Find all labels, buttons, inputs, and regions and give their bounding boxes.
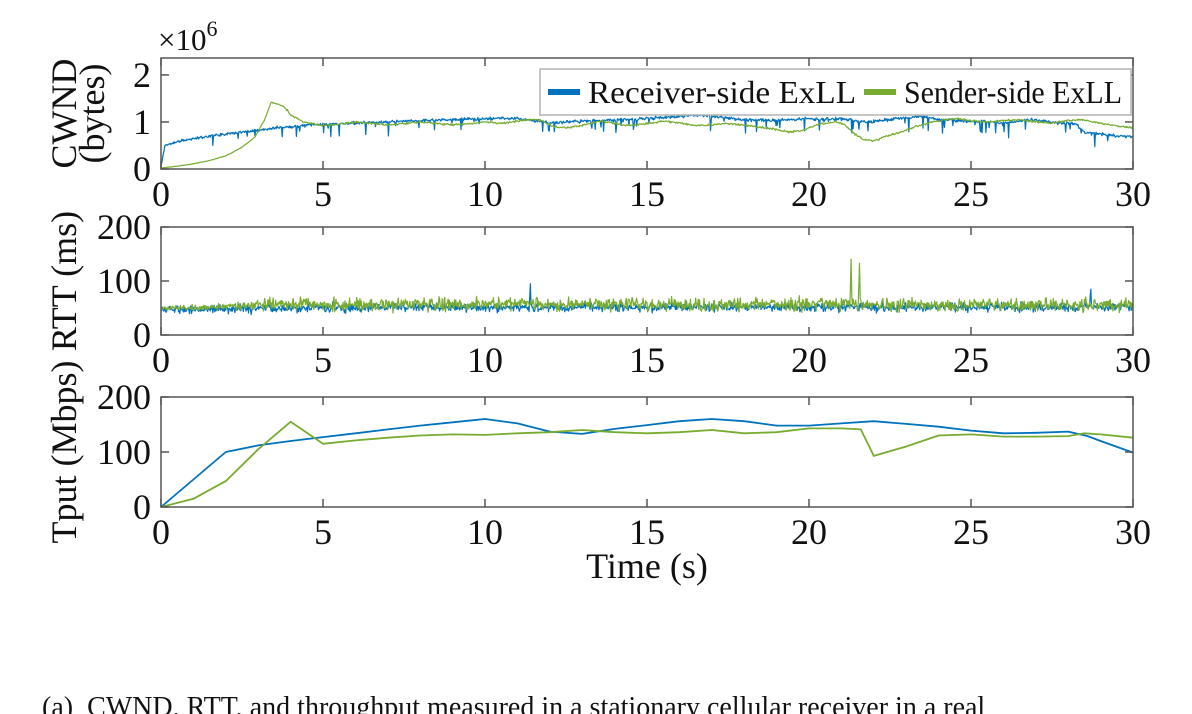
- tput-y-tick-label: 200: [97, 377, 151, 417]
- cwnd-x-tick-label: 30: [1115, 174, 1151, 214]
- figure-caption: (a) CWND, RTT, and throughput measured i…: [42, 608, 1192, 714]
- legend-box: [539, 68, 1132, 116]
- legend-label-sender-side-exll: Sender-side ExLL: [904, 74, 1122, 110]
- tput-y-tick-label: 100: [97, 432, 151, 472]
- rtt-x-tick-label: 15: [629, 340, 665, 380]
- rtt-x-tick-label: 20: [791, 340, 827, 380]
- cwnd-x-tick-label: 25: [953, 174, 989, 214]
- tput-series-receiver-side-exll: [161, 418, 1133, 508]
- legend-label-receiver-side-exll: Receiver-side ExLL: [588, 74, 856, 110]
- cwnd-x-tick-label: 5: [314, 174, 332, 214]
- rtt-y-tick-label: 100: [97, 261, 151, 301]
- cwnd-y-offset-label: ×106: [158, 16, 217, 57]
- rtt-x-tick-label: 0: [152, 340, 170, 380]
- rtt-series-sender-side-exll: [161, 258, 1133, 314]
- cwnd-y-tick-label: 2: [133, 55, 151, 95]
- tput-x-tick-label: 5: [314, 512, 332, 552]
- cwnd-x-tick-label: 15: [629, 174, 665, 214]
- x-axis-label: Time (s): [586, 546, 708, 586]
- charts-svg: 0 5 10 15 20 25 30012CWND(bytes)×106Receiver-s…: [44, 16, 1151, 587]
- tput-axes-box: [160, 396, 1134, 508]
- tput-x-tick-label: 0: [152, 512, 170, 552]
- caption-line-1: (a) CWND, RTT, and throughput measured i…: [42, 692, 986, 714]
- rtt-y-tick-label: 200: [97, 207, 151, 247]
- rtt-y-axis-label: RTT (ms): [44, 211, 84, 351]
- cwnd-y-tick-label: 0: [133, 149, 151, 189]
- cwnd-x-tick-label: 0: [152, 174, 170, 214]
- cwnd-y-tick-label: 1: [133, 102, 151, 142]
- cwnd-series-sender-side-exll: [161, 101, 1133, 169]
- cwnd-y-axis-label: (bytes): [72, 64, 112, 164]
- tput-y-axis-label: Tput (Mbps): [44, 361, 84, 544]
- tput-series-sender-side-exll: [161, 420, 1133, 508]
- legend: Receiver-side ExLL Sender-side ExLL: [539, 68, 1132, 116]
- tput-y-tick-label: 0: [133, 487, 151, 527]
- tput-x-tick-label: 20: [791, 512, 827, 552]
- rtt-x-tick-label: 25: [953, 340, 989, 380]
- rtt-x-tick-label: 5: [314, 340, 332, 380]
- tput-x-tick-label: 10: [467, 512, 503, 552]
- cwnd-x-tick-label: 10: [467, 174, 503, 214]
- rtt-axes-box: [160, 226, 1134, 336]
- rtt-y-tick-label: 0: [133, 315, 151, 355]
- cwnd-y-axis-label: CWND: [44, 59, 84, 169]
- tput-x-tick-label: 25: [953, 512, 989, 552]
- cwnd-chart: 0 5 10 15 20 25 30012CWND(bytes)×106Receiver-s…: [44, 16, 1151, 214]
- tput-x-tick-label: 30: [1115, 512, 1151, 552]
- cwnd-x-tick-label: 20: [791, 174, 827, 214]
- tput-x-tick-label: 15: [629, 512, 665, 552]
- rtt-x-tick-label: 30: [1115, 340, 1151, 380]
- rtt-x-tick-label: 10: [467, 340, 503, 380]
